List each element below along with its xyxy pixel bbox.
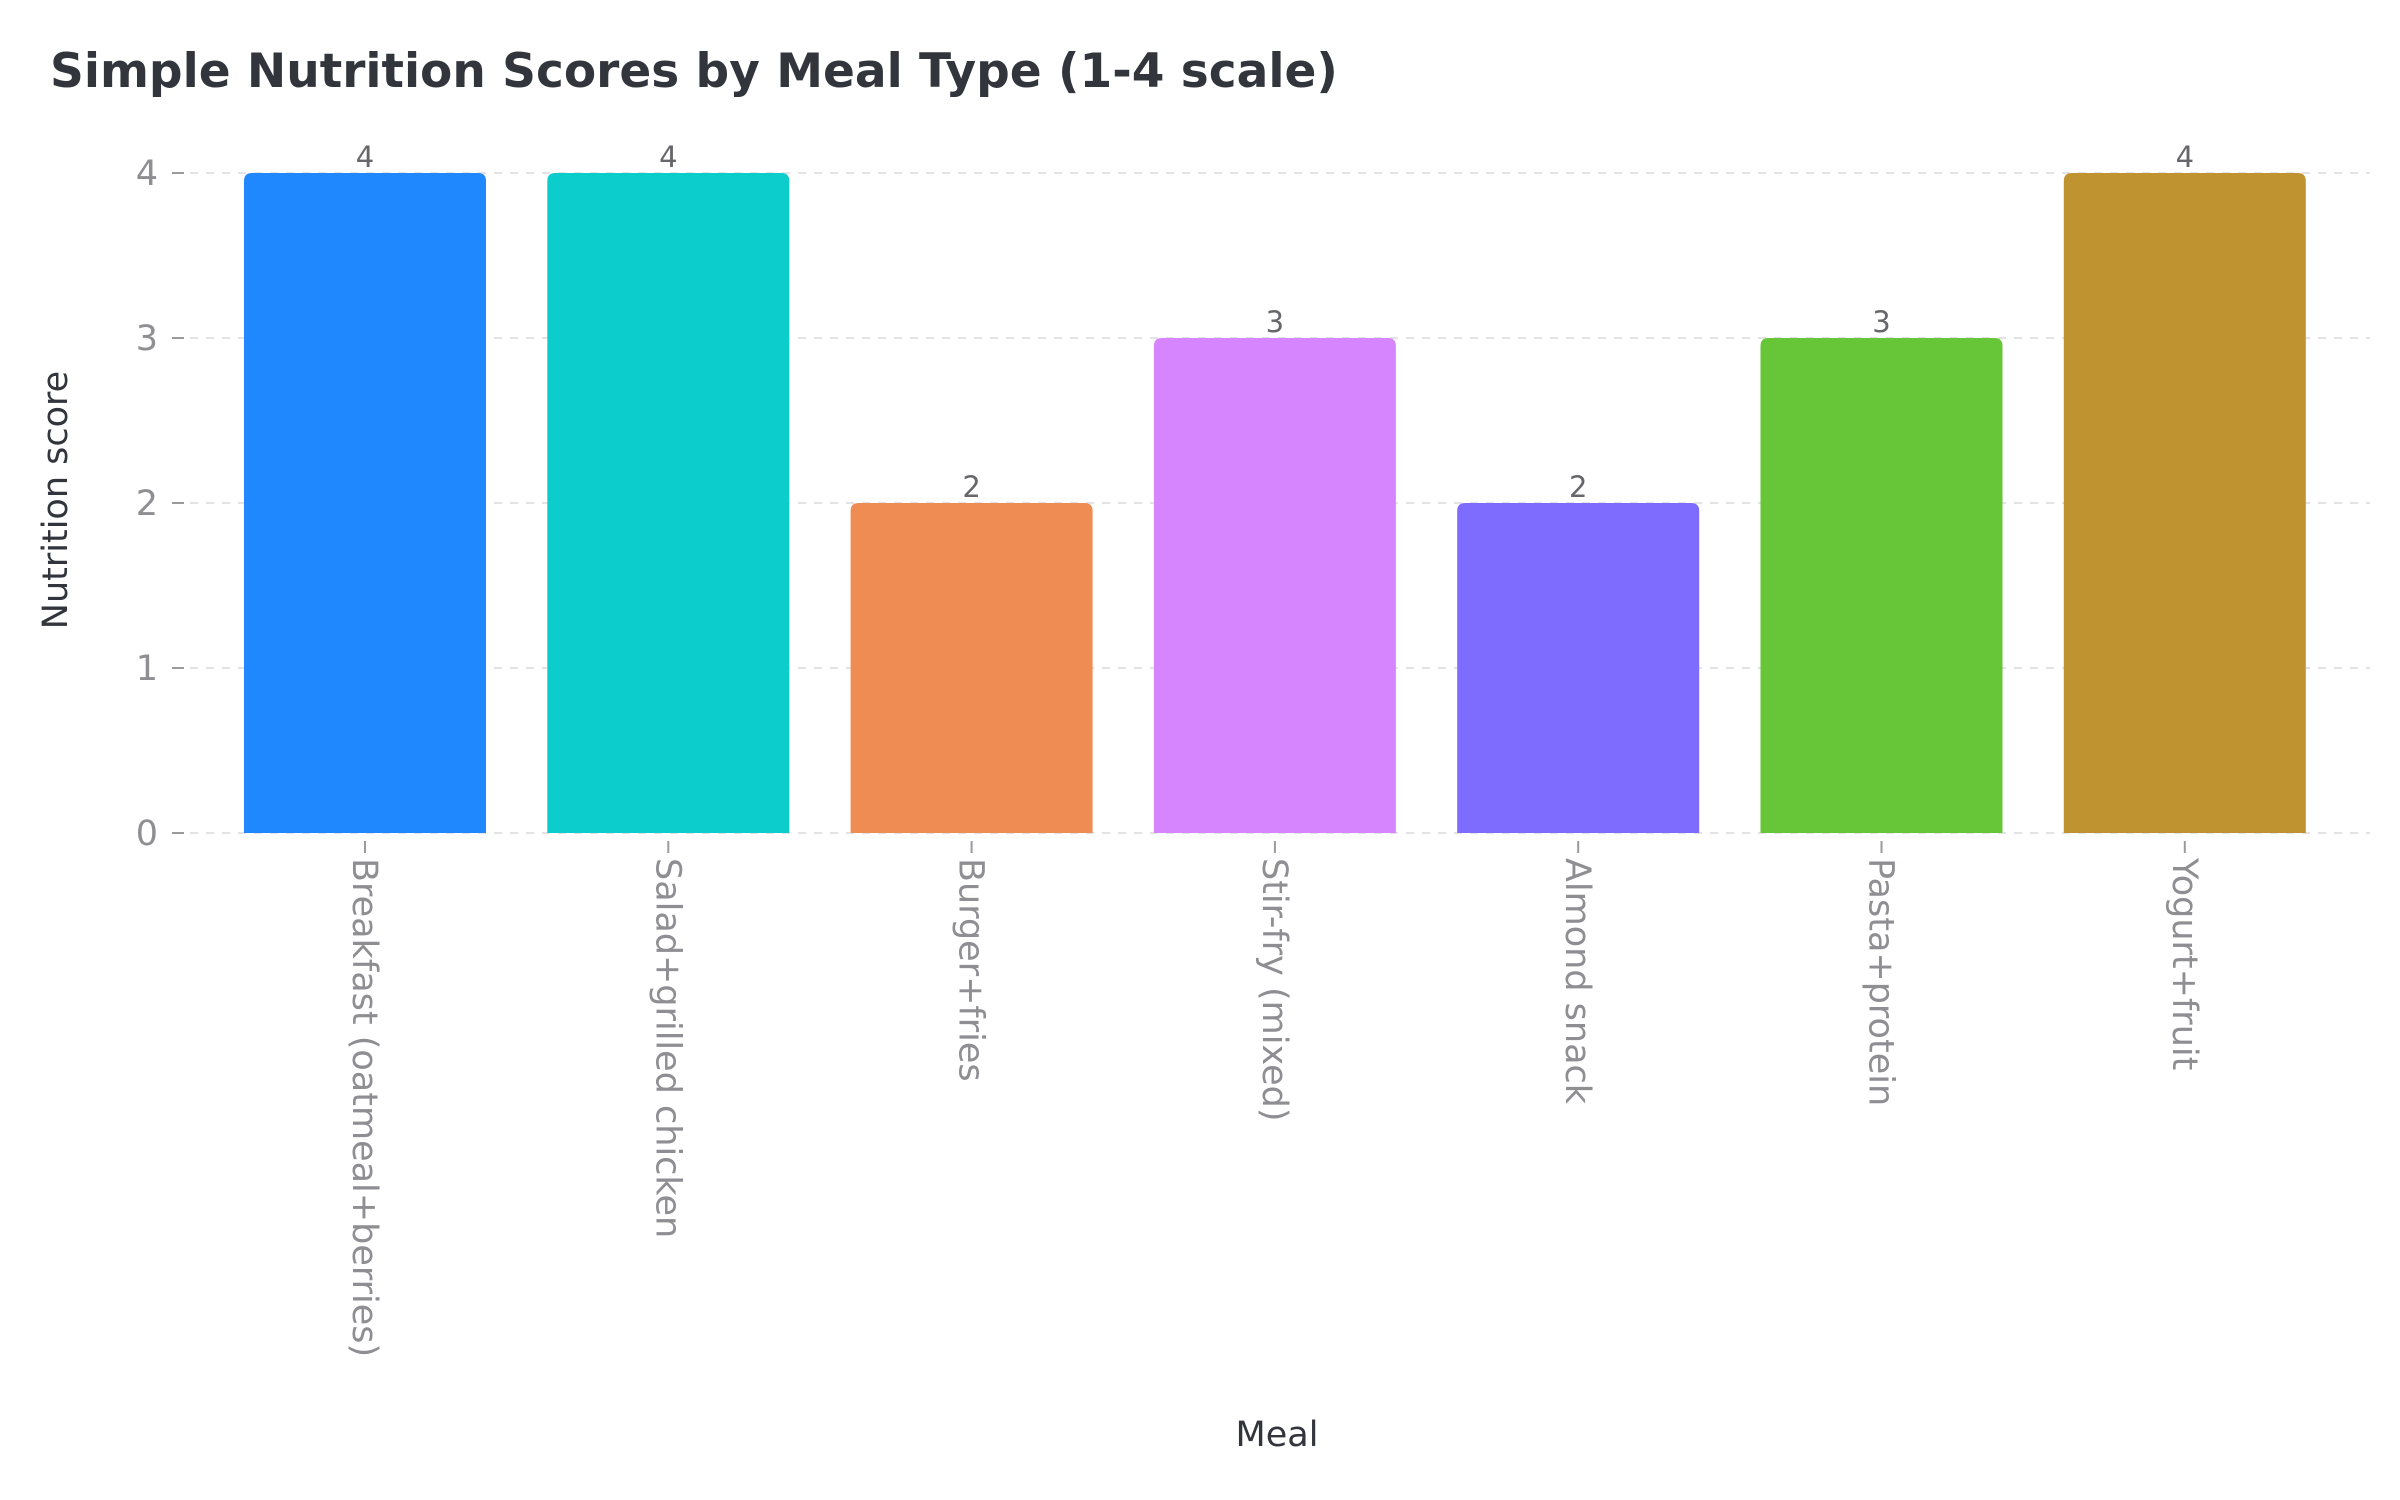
x-tick-label: Pasta+protein [1861,858,1901,1106]
y-tick-label: 1 [136,649,158,689]
bar-value-label: 4 [659,140,677,174]
x-tick-label: Stir-fry (mixed) [1254,858,1294,1122]
bar-value-label: 2 [1569,470,1587,504]
y-tick-label: 3 [136,319,158,359]
y-tick-label: 2 [136,484,158,524]
x-tick-label: Salad+grilled chicken [647,858,687,1238]
x-tick-label: Breakfast (oatmeal+berries) [344,858,384,1357]
bar-value-label: 4 [356,140,374,174]
bar [1760,338,2003,833]
chart-title: Simple Nutrition Scores by Meal Type (1-… [50,44,1338,99]
bar [547,173,790,833]
bar-value-label: 3 [1872,305,1890,339]
bar [1457,503,1700,833]
bar-value-label: 3 [1266,305,1284,339]
x-tick-label: Burger+fries [951,858,991,1082]
x-axis-label: Meal [1235,1415,1319,1455]
bar [244,173,486,833]
bar [2063,173,2306,833]
bar [1153,338,1396,833]
x-tick-label: Yogurt+fruit [2164,857,2204,1070]
bar-value-label: 4 [2176,140,2194,174]
bar [850,503,1093,833]
x-tick-label: Almond snack [1557,858,1597,1105]
y-tick-label: 0 [136,814,158,854]
bar-value-label: 2 [962,470,980,504]
y-tick-label: 4 [136,154,158,194]
